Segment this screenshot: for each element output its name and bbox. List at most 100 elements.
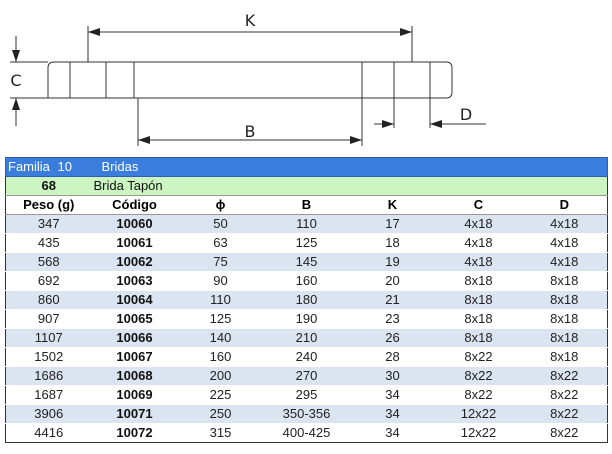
c-cell: 12x22 <box>435 423 522 443</box>
c-cell: 8x22 <box>435 366 522 386</box>
dimension-k-label: K <box>245 11 256 30</box>
b-cell: 270 <box>263 366 350 386</box>
d-cell: 8x22 <box>521 366 608 386</box>
product-row: 68 Brida Tapón <box>5 176 608 196</box>
c-cell: 8x18 <box>435 328 522 348</box>
peso-cell: 860 <box>5 290 92 310</box>
product-name: Brida Tapón <box>91 176 608 196</box>
phi-cell: 125 <box>177 309 264 329</box>
b-cell: 350-356 <box>263 404 350 424</box>
codigo-cell: 10066 <box>91 328 178 348</box>
header-d: D <box>521 195 608 215</box>
k-cell: 21 <box>349 290 436 310</box>
table-body: 347 10060 50 110 17 4x18 4x18 435 10061 63 125 18 4x… <box>5 214 608 443</box>
codigo-cell: 10071 <box>91 404 178 424</box>
codigo-cell: 10064 <box>91 290 178 310</box>
peso-cell: 4416 <box>5 423 92 443</box>
flange-outline <box>47 61 453 99</box>
family-number: 10 <box>57 159 72 174</box>
codigo-cell: 10069 <box>91 385 178 405</box>
family-row: Familia 10 Bridas <box>4 157 609 177</box>
d-cell: 8x22 <box>521 423 608 443</box>
phi-cell: 200 <box>177 366 264 386</box>
peso-cell: 1686 <box>5 366 92 386</box>
peso-cell: 568 <box>5 252 92 272</box>
peso-cell: 3906 <box>5 404 92 424</box>
dimension-b-label: B <box>245 122 256 141</box>
dimension-d-label: D <box>460 105 472 124</box>
family-label: Familia <box>8 159 50 174</box>
c-cell: 4x18 <box>435 233 522 253</box>
codigo-cell: 10067 <box>91 347 178 367</box>
table-row: 1686 10068 200 270 30 8x22 8x22 <box>5 366 608 386</box>
codigo-cell: 10063 <box>91 271 178 291</box>
k-cell: 17 <box>349 214 436 234</box>
d-cell: 8x22 <box>521 404 608 424</box>
k-cell: 18 <box>349 233 436 253</box>
column-header-row: Peso (g) Código ϕ B K C D <box>5 195 608 215</box>
table-row: 435 10061 63 125 18 4x18 4x18 <box>5 233 608 253</box>
phi-cell: 75 <box>177 252 264 272</box>
table-row: 3906 10071 250 350-356 34 12x22 8x22 <box>5 404 608 424</box>
b-cell: 190 <box>263 309 350 329</box>
header-codigo: Código <box>91 195 178 215</box>
phi-cell: 140 <box>177 328 264 348</box>
table-row: 4416 10072 315 400-425 34 12x22 8x22 <box>5 423 608 443</box>
header-b: B <box>263 195 350 215</box>
d-cell: 8x18 <box>521 328 608 348</box>
k-cell: 34 <box>349 423 436 443</box>
peso-cell: 347 <box>5 214 92 234</box>
b-cell: 400-425 <box>263 423 350 443</box>
flange-technical-drawing: K B C D <box>10 11 486 146</box>
k-cell: 19 <box>349 252 436 272</box>
peso-cell: 907 <box>5 309 92 329</box>
flange-spec-table: Familia 10 Bridas 68 Brida Tapón Peso (g… <box>4 157 609 443</box>
table-row: 907 10065 125 190 23 8x18 8x18 <box>5 309 608 329</box>
phi-cell: 63 <box>177 233 264 253</box>
b-cell: 110 <box>263 214 350 234</box>
header-c: C <box>435 195 522 215</box>
c-cell: 8x22 <box>435 347 522 367</box>
product-code: 68 <box>5 176 92 196</box>
phi-cell: 160 <box>177 347 264 367</box>
peso-cell: 1687 <box>5 385 92 405</box>
d-cell: 8x18 <box>521 347 608 367</box>
d-cell: 4x18 <box>521 214 608 234</box>
k-cell: 34 <box>349 385 436 405</box>
d-cell: 8x18 <box>521 271 608 291</box>
c-cell: 4x18 <box>435 252 522 272</box>
b-cell: 240 <box>263 347 350 367</box>
d-cell: 8x18 <box>521 290 608 310</box>
phi-cell: 50 <box>177 214 264 234</box>
codigo-cell: 10062 <box>91 252 178 272</box>
c-cell: 12x22 <box>435 404 522 424</box>
peso-cell: 1107 <box>5 328 92 348</box>
peso-cell: 1502 <box>5 347 92 367</box>
phi-cell: 250 <box>177 404 264 424</box>
peso-cell: 435 <box>5 233 92 253</box>
table-row: 1687 10069 225 295 34 8x22 8x22 <box>5 385 608 405</box>
k-cell: 30 <box>349 366 436 386</box>
k-cell: 28 <box>349 347 436 367</box>
phi-cell: 90 <box>177 271 264 291</box>
c-cell: 8x22 <box>435 385 522 405</box>
phi-cell: 110 <box>177 290 264 310</box>
d-cell: 8x18 <box>521 309 608 329</box>
c-cell: 8x18 <box>435 309 522 329</box>
table-row: 347 10060 50 110 17 4x18 4x18 <box>5 214 608 234</box>
c-cell: 8x18 <box>435 271 522 291</box>
d-cell: 4x18 <box>521 233 608 253</box>
codigo-cell: 10068 <box>91 366 178 386</box>
b-cell: 125 <box>263 233 350 253</box>
b-cell: 295 <box>263 385 350 405</box>
header-phi: ϕ <box>177 195 264 215</box>
family-name: Bridas <box>101 159 139 174</box>
table-row: 1502 10067 160 240 28 8x22 8x18 <box>5 347 608 367</box>
codigo-cell: 10060 <box>91 214 178 234</box>
b-cell: 145 <box>263 252 350 272</box>
table-row: 1107 10066 140 210 26 8x18 8x18 <box>5 328 608 348</box>
peso-cell: 692 <box>5 271 92 291</box>
b-cell: 210 <box>263 328 350 348</box>
k-cell: 23 <box>349 309 436 329</box>
b-cell: 180 <box>263 290 350 310</box>
